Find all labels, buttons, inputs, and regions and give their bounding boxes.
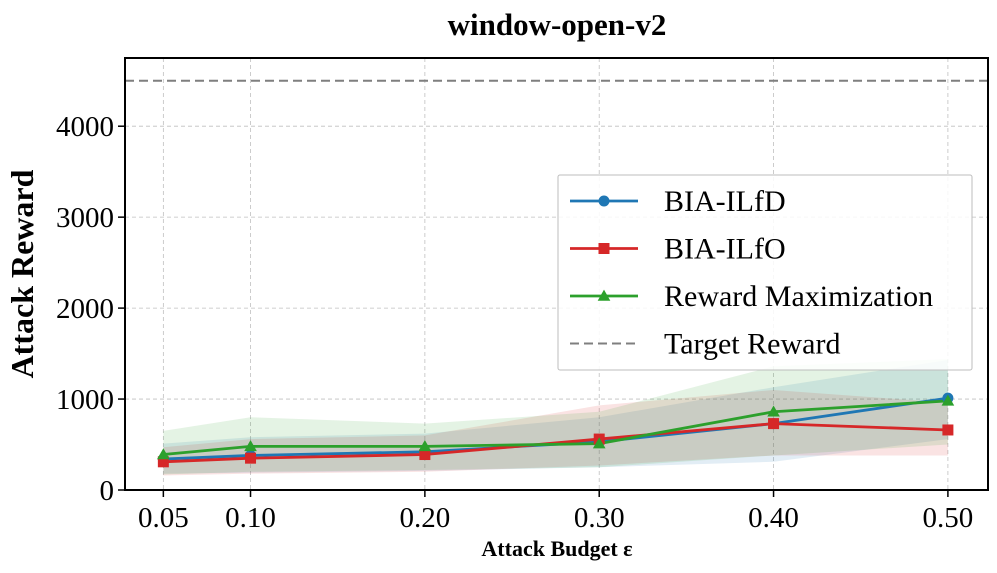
legend-marker-reward-maximization [597,289,611,301]
chart-title: window-open-v2 [448,7,667,42]
x-tick-label: 0.05 [138,502,189,534]
plot-frame [124,57,989,491]
legend: BIA-ILfD BIA-ILfO Reward Maximization Targe… [557,174,973,371]
legend-label-bia-ilfd: BIA-ILfD [664,185,786,218]
data-point-bia-ilfo [768,418,780,430]
series-lines [163,396,949,464]
legend-label-target-reward: Target Reward [664,328,840,361]
data-point-reward-maximization [244,440,257,452]
y-tick-label: 0 [100,475,115,507]
data-point-reward-maximization [767,405,780,417]
data-point-reward-maximization [592,437,606,449]
legend-label-reward-maximization: Reward Maximization [664,280,933,313]
data-point-reward-maximization [418,440,432,452]
x-tick-label: 0.50 [923,502,974,534]
data-point-bia-ilfo [942,424,954,436]
y-tick-label: 1000 [56,384,114,416]
y-tick-label: 2000 [56,293,114,325]
series-markers [157,392,955,468]
data-point-bia-ilfo [157,456,169,468]
x-tick-label: 0.30 [574,502,625,534]
x-axis-label: Attack Budget ε [481,536,632,561]
y-axis-label: Attack Reward [4,169,40,378]
x-tick-label: 0.10 [225,502,276,534]
legend-marker-bia-ilfo [598,243,610,254]
legend-marker-bia-ilfd [598,195,610,207]
legend-label-bia-ilfo: BIA-ILfO [664,233,786,266]
x-tick-label: 0.40 [748,502,799,534]
data-point-bia-ilfo [245,452,257,464]
series-line-bia-ilfo [163,422,948,464]
series-line-reward-maximization [163,399,948,456]
y-tick-label: 3000 [56,202,114,234]
x-axis-ticks: 0.05 0.10 0.20 0.30 0.40 0.50 [138,490,973,534]
x-tick-label: 0.20 [399,502,450,534]
y-tick-label: 4000 [56,111,114,143]
data-point-bia-ilfo [419,449,431,461]
data-point-reward-maximization [941,394,955,406]
y-axis-ticks: 0 1000 2000 3000 4000 [56,111,125,507]
legend-box [557,174,973,371]
data-point-reward-maximization [157,448,170,460]
